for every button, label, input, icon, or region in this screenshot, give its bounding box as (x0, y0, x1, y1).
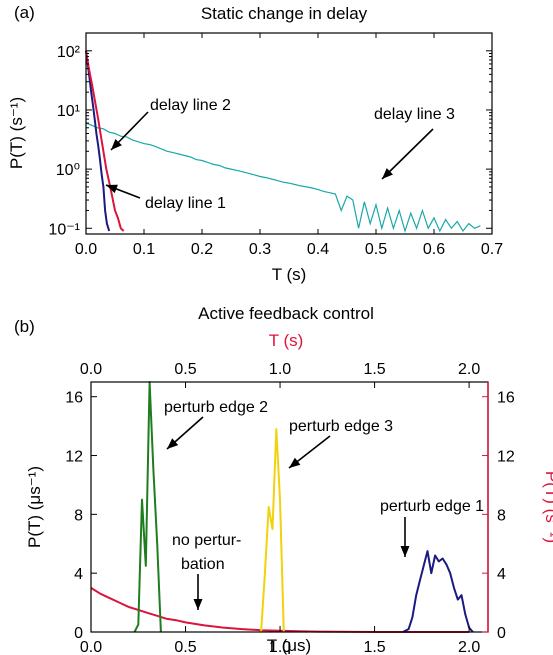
panel-a-x-ticks: 0.0 0.1 0.2 0.3 0.4 0.5 0.6 0.7 (75, 33, 503, 258)
y-tick-label: 0 (74, 625, 83, 642)
x-tick-label: 0.3 (249, 241, 271, 258)
y-tick-label: 8 (74, 507, 83, 524)
y-right-tick-label: 8 (497, 507, 506, 524)
annotation-perturb-edge-1: perturb edge 1 (380, 498, 484, 515)
panel-a-y-ticks: 10⁻¹ 10⁰ 10¹ 10² (48, 32, 492, 238)
x-tick-label: 0.0 (80, 639, 102, 655)
x-tick-label: 0.5 (365, 241, 387, 258)
x-tick-label: 0.5 (174, 639, 196, 655)
x-tick-label: 0.4 (307, 241, 329, 258)
y-tick-label: 10⁻¹ (48, 221, 80, 238)
x-top-tick-label: 1.0 (269, 361, 291, 378)
y-tick-label: 4 (74, 566, 83, 583)
annotation-delay-line-1: delay line 1 (145, 195, 226, 212)
panel-b-top-axis-label: T (s) (269, 331, 304, 350)
x-tick-label: 2.0 (458, 639, 480, 655)
series-perturb-edge-3 (260, 428, 285, 633)
x-tick-label: 1.5 (363, 639, 385, 655)
panel-b-x-axis-label: T (μs) (267, 636, 311, 655)
panel-b-y-ticks: 0 0 4 4 8 8 12 12 16 16 (65, 390, 515, 642)
arrow-perturb-edge-1 (400, 517, 410, 557)
arrow-perturb-edge-2 (166, 416, 204, 450)
y-tick-label: 10¹ (57, 103, 80, 120)
x-tick-label: 0.0 (75, 241, 97, 258)
arrow-bation (193, 574, 203, 610)
series-perturb-edge-1 (402, 550, 474, 633)
series-perturb-edge-2 (133, 381, 162, 633)
y-tick-label: 12 (65, 449, 83, 466)
panel-a-plot-area (85, 50, 481, 234)
y-tick-label: 10⁰ (56, 162, 80, 179)
y-right-tick-label: 16 (497, 390, 515, 407)
panel-b-right-axis-label: P(T) (s⁻¹) (542, 471, 553, 543)
panel-a: (a) Static change in delay 0.0 0.1 0.2 0.3 0… (7, 3, 503, 284)
annotation-perturb-edge-3: perturb edge 3 (289, 418, 393, 435)
annotation-perturb-edge-2: perturb edge 2 (164, 399, 268, 416)
arrow-delay-line-3 (381, 128, 434, 180)
series-delay-line-3 (85, 122, 481, 234)
x-top-tick-label: 1.5 (363, 361, 385, 378)
panel-a-annotations: delay line 2 delay line 1 delay line 3 (105, 97, 455, 212)
panel-b-label: (b) (14, 317, 35, 336)
arrow-delay-line-2 (110, 111, 149, 151)
x-tick-label: 0.6 (423, 241, 445, 258)
arrow-perturb-edge-3 (288, 435, 331, 469)
x-tick-label: 0.7 (481, 241, 503, 258)
x-top-tick-label: 0.0 (80, 361, 102, 378)
x-tick-label: 1.0 (269, 639, 291, 655)
y-right-tick-label: 12 (497, 449, 515, 466)
x-tick-label: 0.2 (191, 241, 213, 258)
y-tick-label: 10² (57, 44, 81, 61)
y-right-tick-label: 0 (497, 625, 506, 642)
x-tick-label: 0.1 (133, 241, 155, 258)
panel-a-x-axis-label: T (s) (272, 265, 307, 284)
x-top-tick-label: 2.0 (458, 361, 480, 378)
panel-b-y-axis-label: P(T) (μs⁻¹) (25, 466, 44, 548)
annotation-bation: bation (181, 556, 225, 573)
panel-a-label: (a) (14, 3, 35, 22)
annotation-delay-line-2: delay line 2 (150, 97, 231, 114)
y-right-tick-label: 4 (497, 566, 506, 583)
annotation-no-pertur: no pertur- (172, 532, 241, 549)
series-no-perturbation (90, 587, 470, 633)
panel-b-title: Active feedback control (198, 304, 374, 323)
panel-b: (b) Active feedback control T (s) 0.00.0… (14, 304, 553, 655)
series-delay-line-2 (85, 50, 125, 232)
panel-a-y-axis-label: P(T) (s⁻¹) (7, 97, 26, 169)
panel-a-title: Static change in delay (201, 4, 368, 23)
y-tick-label: 16 (65, 390, 83, 407)
x-top-tick-label: 0.5 (174, 361, 196, 378)
arrow-delay-line-1 (105, 184, 141, 199)
series-delay-line-1 (85, 50, 111, 232)
annotation-delay-line-3: delay line 3 (374, 106, 455, 123)
panel-b-annotations: perturb edge 2 perturb edge 3 perturb edge… (164, 399, 484, 610)
panel-b-x-ticks: 0.0 0.0 0.5 0.5 1.0 1.0 1.5 1.5 2.0 2.0 (80, 361, 480, 655)
